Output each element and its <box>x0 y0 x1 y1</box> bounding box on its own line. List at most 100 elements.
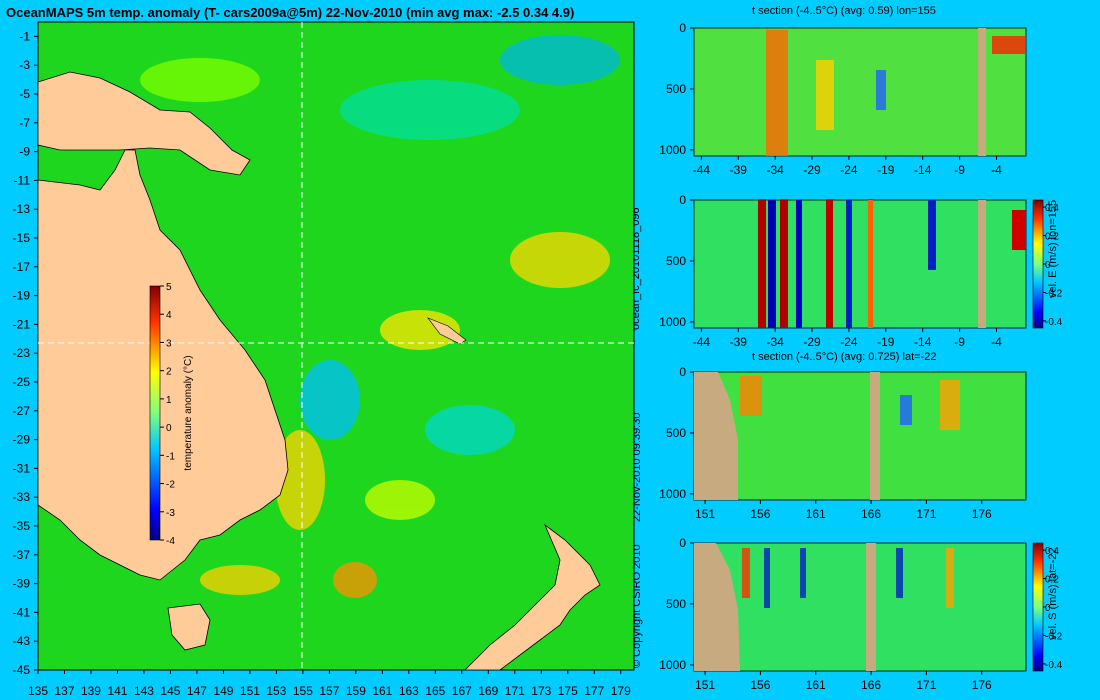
land-new-guinea <box>37 71 251 176</box>
map-panel: temperature anomaly (°C) 135 137 139 141 143… <box>13 21 635 698</box>
section-x-tick-label: 176 <box>972 678 992 692</box>
map-x-tick-label: 153 <box>266 684 286 698</box>
map-x-tick-label: 179 <box>611 684 631 698</box>
land-new-zealand <box>464 523 601 671</box>
colorbar-tick-label: 3 <box>166 338 172 349</box>
map-eddies <box>140 35 620 598</box>
map-y-tick-label: -7 <box>19 116 30 130</box>
section-x-tick-label: -19 <box>877 163 895 177</box>
vel-s-colorbar <box>1032 542 1044 672</box>
vel-colorbar-tick-label: -0.2 <box>1045 288 1063 299</box>
section-y-tick-label: 500 <box>666 82 686 96</box>
section-y-tick-label: 1000 <box>659 658 686 672</box>
page-title: OceanMAPS 5m temp. anomaly (T- cars2009a… <box>6 5 575 20</box>
map-x-tick-label: 161 <box>372 684 392 698</box>
map-x-tick-label: 157 <box>319 684 339 698</box>
map-x-tick-label: 169 <box>478 684 498 698</box>
map-y-tick-label: -23 <box>13 346 31 360</box>
map-y-tick-label: -35 <box>13 519 31 533</box>
vel-colorbar-tick-label: -0.4 <box>1045 317 1063 328</box>
section3-panel: 151 156 161 166 171 176 0 500 1000 <box>659 365 1027 521</box>
map-colorbar-ticks: 5 4 3 2 1 0 -1 -2 -3 -4 <box>160 282 175 547</box>
map-y-tick-label: -37 <box>13 548 31 562</box>
colorbar-tick-label: 2 <box>166 367 172 378</box>
vel-colorbar-tick-label: -0.4 <box>1045 660 1063 671</box>
colorbar-tick-label: 4 <box>166 310 172 321</box>
map-y-tick-label: -17 <box>13 260 31 274</box>
section-y-tick-label: 500 <box>666 254 686 268</box>
map-x-tick-label: 165 <box>425 684 445 698</box>
section-y-tick-label: 0 <box>679 21 686 35</box>
section-x-tick-label: 156 <box>750 678 770 692</box>
vel-colorbar-tick-label: 0.4 <box>1045 546 1059 557</box>
section2-field <box>693 199 1027 329</box>
land-new-caledonia <box>427 317 467 345</box>
section-x-tick-label: -34 <box>766 335 784 349</box>
section-x-tick-label: -19 <box>877 335 895 349</box>
section-x-tick-label: 161 <box>806 507 826 521</box>
section1-field <box>693 27 1027 157</box>
map-x-tick-label: 167 <box>452 684 472 698</box>
map-x-tick-label: 155 <box>293 684 313 698</box>
section-y-tick-label: 0 <box>679 536 686 550</box>
map-y-ticks: -1 -3 -5 -7 -9 -11 -13 -15 -17 -19 -21 -23 -25 -27 -29… <box>13 29 38 677</box>
land-tasmania <box>167 603 211 651</box>
map-x-ticks: 135 137 139 141 143 145 147 149 151 153 155 157 159 1… <box>28 670 631 698</box>
map-y-tick-label: -41 <box>13 605 31 619</box>
section-x-tick-label: 166 <box>861 507 881 521</box>
section-x-tick-label: -4 <box>991 335 1002 349</box>
map-y-tick-label: -15 <box>13 231 31 245</box>
map-y-tick-label: -5 <box>19 87 30 101</box>
section-y-tick-label: 1000 <box>659 487 686 501</box>
section-x-tick-label: 151 <box>695 678 715 692</box>
vel-colorbar-tick-label: 0 <box>1045 603 1051 614</box>
map-x-tick-label: 135 <box>28 684 48 698</box>
section-x-tick-label: 171 <box>916 507 936 521</box>
map-y-tick-label: -19 <box>13 289 31 303</box>
section-x-tick-label: -4 <box>991 163 1002 177</box>
map-y-tick-label: -13 <box>13 202 31 216</box>
section-x-tick-label: -29 <box>803 163 821 177</box>
section-x-tick-label: -34 <box>766 163 784 177</box>
map-y-tick-label: -27 <box>13 404 31 418</box>
map-y-tick-label: -11 <box>14 173 31 187</box>
section-x-tick-label: -24 <box>840 335 858 349</box>
section-x-tick-label: 161 <box>806 678 826 692</box>
section-y-tick-label: 500 <box>666 426 686 440</box>
section-x-tick-label: -9 <box>954 335 965 349</box>
section-y-tick-label: 500 <box>666 597 686 611</box>
section-x-tick-label: -14 <box>914 163 932 177</box>
section-y-tick-label: 0 <box>679 365 686 379</box>
section-x-tick-label: 171 <box>916 678 936 692</box>
vel-colorbar-tick-label: 0.2 <box>1045 575 1059 586</box>
section3-shelf <box>694 372 738 500</box>
section-x-tick-label: -14 <box>914 335 932 349</box>
section-x-tick-label: -39 <box>730 335 748 349</box>
colorbar-label: temperature anomaly (°C) <box>183 355 194 470</box>
map-y-tick-label: -39 <box>13 577 31 591</box>
map-x-tick-label: 137 <box>54 684 74 698</box>
map-x-tick-label: 177 <box>584 684 604 698</box>
section2-land <box>978 200 986 328</box>
map-x-tick-label: 149 <box>213 684 233 698</box>
vel-colorbar-tick-label: 0.4 <box>1045 203 1059 214</box>
map-x-tick-label: 139 <box>81 684 101 698</box>
section2-panel: -44 -39 -34 -29 -24 -19 -14 -9 -4 0 500 1000 0.4 0.2… <box>659 193 1062 349</box>
colorbar-tick-label: 5 <box>166 282 172 293</box>
section-y-tick-label: 0 <box>679 193 686 207</box>
section4-land <box>866 543 876 671</box>
map-y-tick-label: -43 <box>13 634 31 648</box>
map-x-tick-label: 173 <box>531 684 551 698</box>
land-australia <box>37 149 289 581</box>
temperature-colorbar <box>149 285 161 541</box>
map-y-tick-label: -1 <box>19 29 30 43</box>
map-x-tick-label: 143 <box>134 684 154 698</box>
map-x-tick-label: 159 <box>346 684 366 698</box>
section4-shelf <box>694 543 740 671</box>
map-x-tick-label: 147 <box>187 684 207 698</box>
colorbar-tick-label: -3 <box>166 508 175 519</box>
map-y-tick-label: -3 <box>19 58 30 72</box>
map-x-tick-label: 163 <box>399 684 419 698</box>
colorbar-tick-label: -1 <box>166 451 175 462</box>
